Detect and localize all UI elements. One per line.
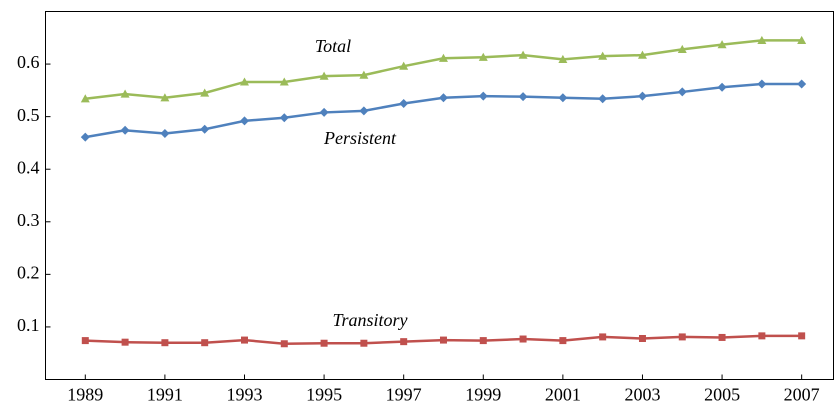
series-label: Total xyxy=(315,36,351,56)
marker xyxy=(160,128,170,138)
marker xyxy=(200,124,210,134)
series-label: Transitory xyxy=(332,310,407,330)
y-tick-label: 0.5 xyxy=(17,105,40,125)
marker xyxy=(638,334,646,342)
marker xyxy=(677,87,687,97)
marker xyxy=(201,339,209,347)
marker xyxy=(637,50,647,59)
series-line xyxy=(85,82,802,139)
marker xyxy=(598,51,608,60)
marker xyxy=(240,336,248,344)
marker xyxy=(558,54,568,63)
marker xyxy=(438,53,448,62)
marker xyxy=(637,91,647,101)
marker xyxy=(161,339,169,347)
marker xyxy=(677,44,687,53)
marker xyxy=(717,82,727,92)
marker xyxy=(599,333,607,341)
marker xyxy=(439,336,447,344)
marker xyxy=(717,40,727,49)
marker xyxy=(479,337,487,345)
marker xyxy=(239,116,249,126)
marker xyxy=(518,50,528,59)
marker xyxy=(798,332,806,340)
x-tick-label: 1995 xyxy=(306,385,342,405)
marker xyxy=(718,333,726,341)
marker xyxy=(478,52,488,61)
marker xyxy=(757,79,767,89)
marker xyxy=(279,77,289,86)
marker xyxy=(239,77,249,86)
series-label: Persistent xyxy=(323,128,397,148)
y-tick-label: 0.4 xyxy=(17,157,40,177)
marker xyxy=(319,71,329,80)
marker xyxy=(160,93,170,102)
plot-frame xyxy=(45,11,834,380)
x-tick-label: 1997 xyxy=(386,385,422,405)
marker xyxy=(758,332,766,340)
marker xyxy=(280,340,288,348)
y-tick-label: 0.2 xyxy=(17,262,40,282)
marker xyxy=(757,35,767,45)
marker xyxy=(120,89,130,98)
marker xyxy=(438,93,448,103)
marker xyxy=(598,94,608,104)
marker xyxy=(797,35,807,45)
marker xyxy=(121,338,129,346)
marker xyxy=(279,113,289,123)
marker xyxy=(559,337,567,345)
marker xyxy=(80,132,90,142)
marker xyxy=(678,333,686,341)
marker xyxy=(319,107,329,117)
marker xyxy=(399,61,409,70)
marker xyxy=(359,70,369,79)
x-tick-label: 2003 xyxy=(624,385,660,405)
marker xyxy=(797,79,807,89)
x-tick-label: 1991 xyxy=(147,385,183,405)
marker xyxy=(320,339,328,347)
marker xyxy=(200,88,210,97)
x-tick-label: 2007 xyxy=(784,385,820,405)
x-tick-label: 2005 xyxy=(704,385,740,405)
y-tick-label: 0.6 xyxy=(17,52,40,72)
marker xyxy=(399,99,409,108)
marker xyxy=(518,92,528,102)
marker xyxy=(558,93,568,103)
marker xyxy=(120,125,130,135)
marker xyxy=(478,91,488,101)
x-tick-label: 2001 xyxy=(545,385,581,405)
x-tick-label: 1989 xyxy=(67,385,103,405)
marker xyxy=(360,339,368,347)
marker xyxy=(359,106,369,116)
marker xyxy=(80,94,90,103)
y-tick-label: 0.3 xyxy=(17,210,40,230)
marker xyxy=(400,338,408,346)
marker xyxy=(519,335,527,343)
marker xyxy=(81,337,89,345)
y-tick-label: 0.1 xyxy=(17,315,40,335)
x-tick-label: 1993 xyxy=(226,385,262,405)
x-tick-label: 1999 xyxy=(465,385,501,405)
